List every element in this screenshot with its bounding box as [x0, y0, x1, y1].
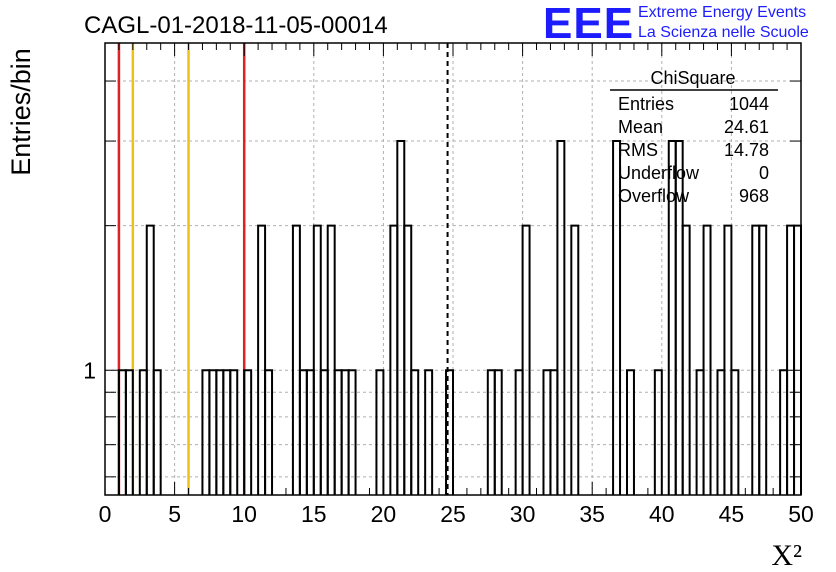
histogram-bin — [626, 369, 635, 495]
x-tick-label: 15 — [301, 501, 327, 527]
stats-label: Mean — [618, 117, 663, 137]
histogram-bin — [222, 369, 232, 495]
histogram-bin — [779, 369, 789, 495]
histogram-bin — [751, 224, 761, 495]
histogram-bin — [730, 369, 740, 495]
histogram-bin — [396, 140, 406, 495]
logo-line-2: La Scienza nelle Scuole — [638, 24, 809, 41]
histogram-bin — [542, 369, 552, 495]
stats-label: Entries — [618, 94, 674, 114]
histogram-bin — [145, 224, 155, 495]
logo-line-1: Extreme Energy Events — [638, 4, 807, 21]
histogram-bin — [305, 369, 315, 495]
histogram-bin — [556, 140, 566, 495]
histogram-bin — [326, 224, 336, 495]
histogram-bins — [117, 140, 802, 495]
histogram-bin — [514, 369, 524, 495]
histogram-bin — [347, 369, 357, 495]
x-tick-label: 25 — [440, 501, 466, 527]
x-tick-label: 45 — [719, 501, 745, 527]
histogram-bin — [653, 369, 663, 495]
histogram-bin — [298, 369, 308, 495]
histogram-bin — [424, 369, 434, 495]
chart-title: CAGL-01-2018-11-05-00014 — [84, 12, 388, 39]
histogram-bin — [521, 224, 531, 495]
y-tick-label: 1 — [83, 357, 96, 383]
x-tick-label: 50 — [788, 501, 814, 527]
stats-value: 1044 — [729, 94, 769, 114]
y-axis-label: Entries/bin — [6, 48, 36, 176]
histogram-bin — [695, 369, 705, 495]
histogram-bin — [152, 369, 162, 495]
stats-box: ChiSquare Entries 1044 Mean 24.61 RMS 14.78 Un… — [610, 68, 778, 206]
stats-value: 24.61 — [724, 117, 769, 137]
histogram-bin — [549, 369, 559, 495]
histogram-bin — [793, 224, 802, 495]
histogram-bin — [486, 369, 496, 495]
histogram-bin — [124, 369, 134, 495]
stats-value: 968 — [739, 186, 769, 206]
histogram-bin — [758, 224, 768, 495]
histogram-bin — [570, 224, 580, 495]
histogram-bin — [445, 369, 454, 495]
histogram-bin — [716, 369, 726, 495]
histogram-bin — [312, 224, 322, 495]
histogram-bin — [340, 369, 350, 495]
x-tick-label: 5 — [168, 501, 181, 527]
y-tick-labels: 1 — [83, 357, 96, 383]
stats-rows: Entries 1044 Mean 24.61 RMS 14.78 Underflow 0 Ov… — [618, 94, 769, 206]
stats-value: 0 — [759, 163, 769, 183]
histogram-bin — [389, 224, 399, 495]
histogram-bin — [333, 369, 343, 495]
axes — [104, 42, 802, 496]
histogram-bin — [229, 369, 239, 495]
histogram-bin — [138, 369, 148, 495]
histogram-bin — [257, 224, 267, 495]
histogram-bin — [493, 369, 503, 495]
histogram-bin — [702, 224, 712, 495]
histogram-bin — [612, 140, 622, 495]
histogram-bin — [243, 369, 253, 495]
x-axis-label: X² — [771, 539, 802, 572]
x-tick-labels: 0 5 10 15 20 25 30 35 40 45 50 — [99, 501, 814, 527]
histogram-bin — [723, 224, 733, 495]
histogram-bin — [410, 369, 420, 495]
histogram-bin — [403, 224, 413, 495]
stats-title: ChiSquare — [650, 68, 735, 88]
histogram-bin — [291, 224, 301, 495]
histogram-bin — [264, 369, 274, 495]
x-tick-label: 30 — [510, 501, 536, 527]
x-tick-label: 0 — [99, 501, 112, 527]
histogram-bin — [319, 369, 329, 495]
stats-label: RMS — [618, 140, 658, 160]
histogram-bin — [208, 369, 218, 495]
x-tick-label: 40 — [649, 501, 675, 527]
x-tick-label: 35 — [579, 501, 605, 527]
histogram-bin — [201, 369, 211, 495]
histogram-bin — [375, 369, 385, 495]
stats-label: Overflow — [618, 186, 690, 206]
histogram-bin — [215, 369, 225, 495]
histogram-bin — [786, 224, 796, 495]
x-tick-label: 10 — [231, 501, 257, 527]
stats-value: 14.78 — [724, 140, 769, 160]
eee-logo: EEE — [543, 0, 635, 48]
stats-label: Underflow — [618, 163, 700, 183]
x-tick-label: 20 — [371, 501, 397, 527]
histogram-bin — [681, 224, 691, 495]
